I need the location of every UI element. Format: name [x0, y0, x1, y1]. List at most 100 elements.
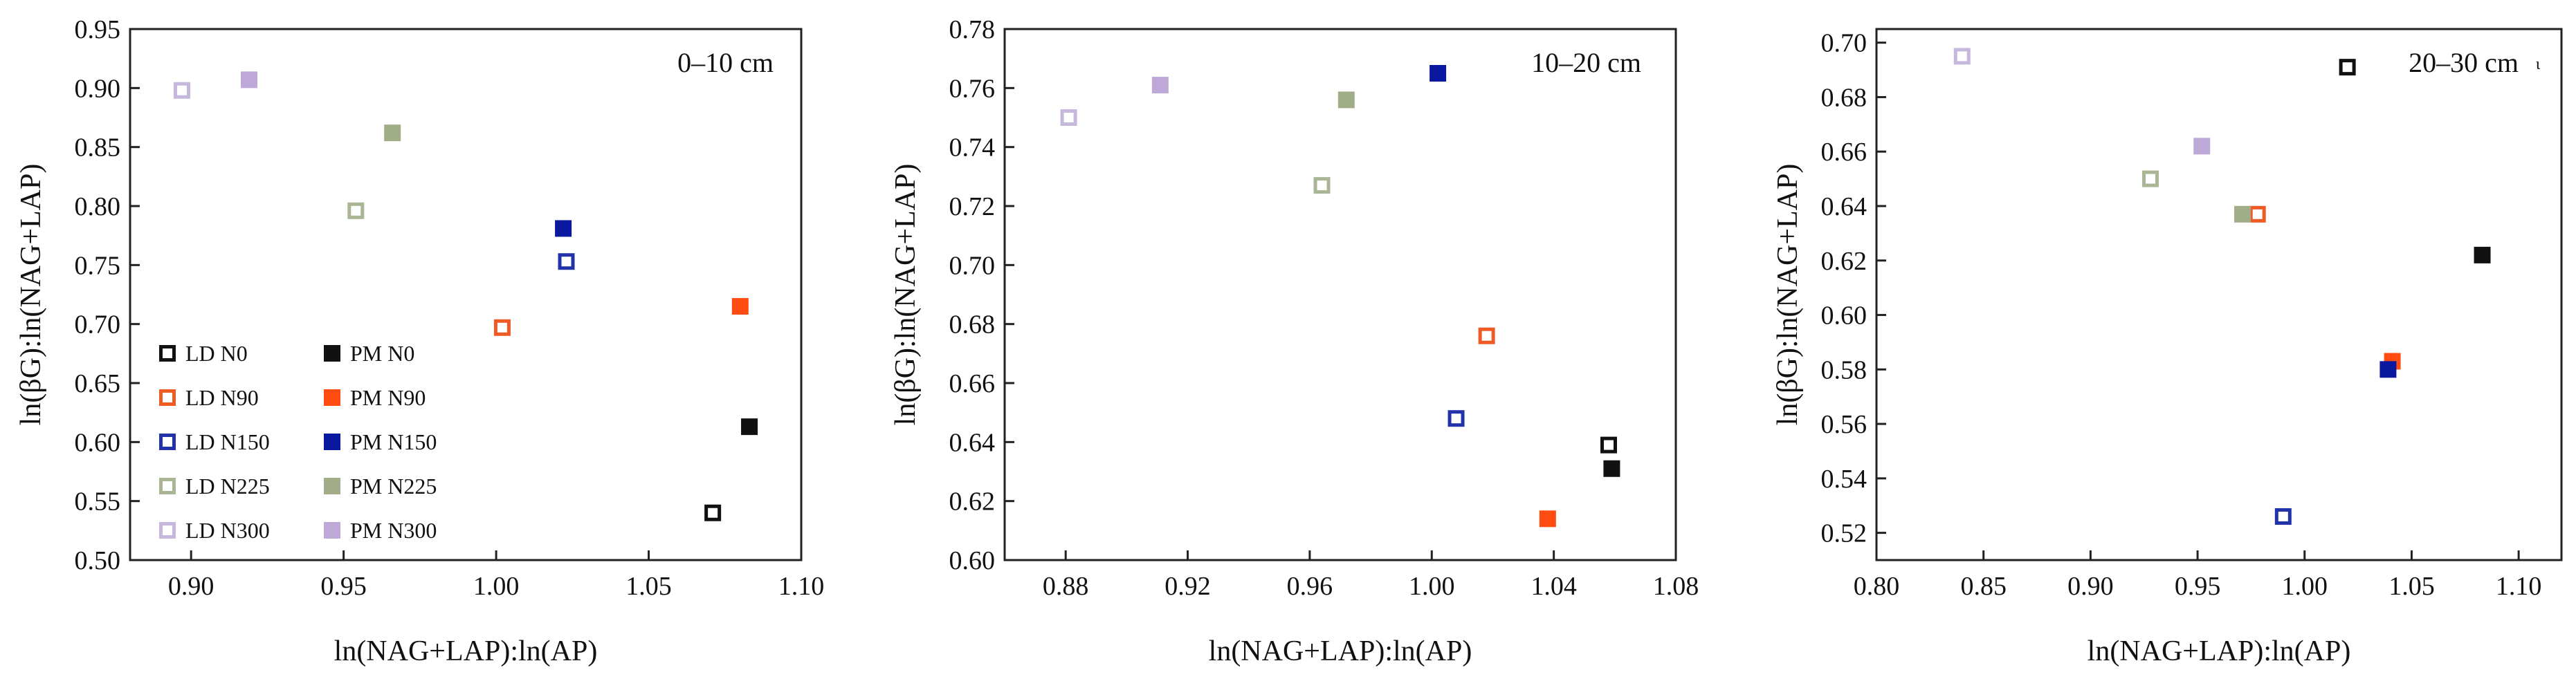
- x-tick-label: 1.10: [778, 572, 825, 601]
- legend-marker-ld-n225: [159, 478, 176, 494]
- point-pm-n225: [2234, 205, 2251, 223]
- legend-marker-pm-n150: [324, 434, 340, 450]
- point-ld-n0: [2339, 59, 2356, 76]
- point-pm-n150: [555, 220, 572, 237]
- x-tick-label: 1.04: [1531, 572, 1577, 601]
- point-ld-n300: [1060, 109, 1077, 126]
- y-tick-label: 0.80: [75, 192, 121, 221]
- legend-marker-ld-n90: [159, 389, 176, 406]
- x-tick-label: 1.08: [1653, 572, 1699, 601]
- y-tick-label: 0.52: [1821, 519, 1867, 548]
- y-tick-label: 0.70: [949, 251, 996, 280]
- panel-0-10cm: 0.90 0.95 1.00 1.05 1.10 0.50 0.55 0.60 0.65 0.70…: [15, 15, 824, 667]
- y-tick-label: 0.68: [949, 310, 996, 340]
- legend-marker-ld-n0: [159, 345, 176, 362]
- x-tick-label: 1.05: [625, 572, 672, 601]
- x-tick-label: 0.92: [1164, 572, 1211, 601]
- y-tick-label: 0.66: [1821, 138, 1867, 167]
- y-axis-label: ln(βG):ln(NAG+LAP): [15, 164, 47, 426]
- point-ld-n90: [2249, 205, 2266, 223]
- x-tick-label: 1.00: [473, 572, 520, 601]
- legend-label: PM N225: [350, 474, 437, 499]
- legend-label: PM N150: [350, 429, 437, 454]
- y-tick-label: 0.55: [75, 487, 121, 517]
- legend-marker-pm-n300: [324, 522, 340, 539]
- legend-label: PM N90: [350, 385, 426, 410]
- point-ld-n225: [347, 202, 365, 219]
- point-ld-n90: [1478, 327, 1495, 344]
- panel-10-20cm: 0.88 0.92 0.96 1.00 1.04 1.08 0.60 0.62 0.64 0.66…: [890, 15, 1699, 667]
- legend-label: LD N0: [185, 341, 248, 366]
- point-ld-n225: [1313, 177, 1331, 194]
- y-axis-label: ln(βG):ln(NAG+LAP): [890, 164, 922, 426]
- x-axis-label: ln(NAG+LAP):ln(AP): [2088, 635, 2351, 667]
- panel-title: 10–20 cm: [1531, 47, 1641, 78]
- x-tick-label: 0.95: [2175, 572, 2221, 601]
- point-pm-n0: [2474, 246, 2491, 263]
- y-tick-label: 0.75: [75, 251, 121, 280]
- plot-frame: [129, 28, 803, 561]
- x-tick-label: 0.80: [1854, 572, 1900, 601]
- legend-marker-pm-n225: [324, 478, 340, 494]
- y-tick-label: 0.70: [75, 310, 121, 340]
- legend-label: LD N300: [185, 518, 270, 543]
- y-tick-label: 0.60: [1821, 301, 1867, 331]
- legend-label: PM N0: [350, 341, 414, 366]
- x-tick-label: 0.96: [1287, 572, 1333, 601]
- y-tick-label: 0.74: [949, 133, 996, 162]
- point-ld-n300: [1953, 48, 1971, 65]
- legend-marker-pm-n0: [324, 345, 340, 362]
- point-ld-n0: [1600, 436, 1617, 454]
- point-ld-n300: [173, 82, 190, 99]
- y-tick-label: 0.95: [75, 15, 121, 44]
- x-tick-label: 1.05: [2388, 572, 2435, 601]
- y-tick-label: 0.90: [75, 74, 121, 103]
- x-tick-label: 0.90: [2067, 572, 2114, 601]
- point-pm-n90: [1539, 510, 1556, 528]
- legend-marker-ld-n150: [159, 434, 176, 450]
- point-pm-n225: [384, 124, 401, 142]
- plot-frame: [1003, 28, 1677, 561]
- point-pm-n90: [731, 298, 749, 315]
- y-tick-label: 0.62: [1821, 247, 1867, 276]
- point-pm-n150: [2379, 361, 2397, 378]
- panel-20-30cm: 0.80 0.85 0.90 0.95 1.00 1.05 1.10 0.52 0.54 0.56…: [1772, 28, 2563, 667]
- legend: LD N0 PM N0 LD N90 PM N90 LD N150 PM N150 LD N…: [159, 341, 437, 543]
- panel-title: 0–10 cm: [677, 47, 774, 78]
- y-tick-label: 0.60: [75, 428, 121, 457]
- y-tick-label: 0.65: [75, 369, 121, 398]
- legend-marker-pm-n90: [324, 389, 340, 406]
- x-tick-label: 0.95: [320, 572, 367, 601]
- y-tick-label: 0.50: [75, 546, 121, 575]
- y-tick-label: 0.72: [949, 192, 996, 221]
- y-tick-label: 0.78: [949, 15, 996, 44]
- panel-title-mark: ι: [2536, 55, 2541, 73]
- y-tick-label: 0.68: [1821, 83, 1867, 112]
- point-pm-n300: [2193, 138, 2211, 155]
- legend-marker-ld-n300: [159, 522, 176, 539]
- y-tick-label: 0.64: [949, 428, 996, 457]
- x-tick-label: 0.88: [1043, 572, 1089, 601]
- x-tick-label: 0.90: [168, 572, 214, 601]
- x-axis-label: ln(NAG+LAP):ln(AP): [334, 635, 598, 667]
- legend-label: LD N225: [185, 474, 270, 499]
- point-ld-n150: [558, 253, 575, 270]
- y-tick-label: 0.64: [1821, 192, 1867, 221]
- y-tick-label: 0.54: [1821, 465, 1867, 494]
- legend-label: LD N150: [185, 429, 270, 454]
- y-tick-label: 0.76: [949, 74, 996, 103]
- point-ld-n150: [2274, 508, 2292, 525]
- y-tick-label: 0.60: [949, 546, 996, 575]
- y-tick-label: 0.66: [949, 369, 996, 398]
- panel-title: 20–30 cm: [2409, 47, 2519, 78]
- point-pm-n0: [741, 418, 758, 436]
- y-tick-label: 0.58: [1821, 355, 1867, 384]
- point-pm-n225: [1337, 91, 1355, 109]
- legend-label: PM N300: [350, 518, 437, 543]
- point-pm-n300: [240, 71, 257, 89]
- x-tick-label: 1.00: [2282, 572, 2328, 601]
- point-pm-n300: [1151, 77, 1169, 94]
- x-tick-label: 1.00: [1409, 572, 1455, 601]
- x-tick-label: 1.10: [2496, 572, 2542, 601]
